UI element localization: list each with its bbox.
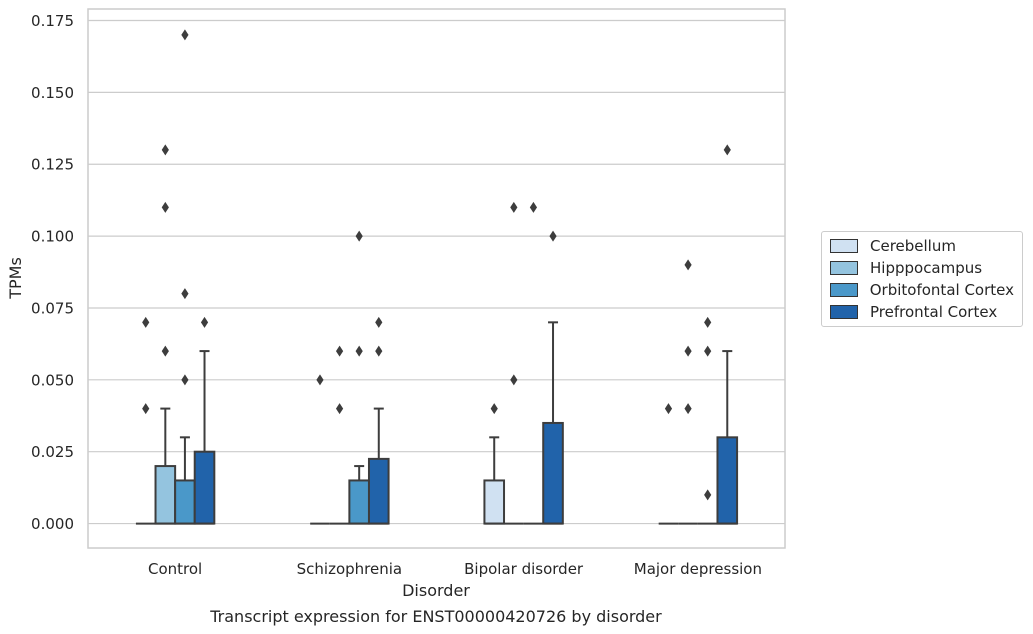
y-tick-label: 0.050 [31, 371, 74, 389]
outlier-point [181, 29, 189, 41]
outlier-point [704, 345, 712, 357]
outlier-point [375, 316, 383, 328]
box-body [542, 421, 564, 525]
y-tick-label: 0.100 [31, 228, 74, 246]
outlier-point [490, 403, 498, 415]
x-tick-label: Bipolar disorder [464, 560, 584, 578]
legend-swatch [830, 239, 858, 253]
outlier-point [142, 316, 150, 328]
legend-item-hippocampus: Hipppocampus [830, 257, 1014, 279]
outlier-point [510, 201, 518, 213]
legend-label: Orbitofontal Cortex [869, 281, 1014, 299]
box-orbitofontal-cortex-1 [348, 230, 370, 525]
y-tick-labels: 0.000 0.025 0.050 0.075 0.100 0.125 0.150 0.175 [31, 12, 74, 533]
x-axis-label: Disorder [402, 581, 470, 600]
legend-swatch [830, 261, 858, 275]
box-body [154, 465, 177, 525]
x-tick-label: Schizophrenia [297, 560, 402, 578]
y-tick-label: 0.075 [31, 299, 74, 317]
outlier-point [684, 259, 692, 271]
outlier-point [510, 374, 518, 386]
box-body [193, 450, 216, 525]
outlier-point [161, 144, 169, 156]
outlier-point [375, 345, 383, 357]
x-tick-label: Control [148, 560, 202, 578]
outlier-point [161, 345, 169, 357]
y-tick-label: 0.150 [31, 84, 74, 102]
box-orbitofontal-cortex-3 [697, 316, 718, 525]
outlier-point [181, 374, 189, 386]
x-tick-label: Major depression [634, 560, 762, 578]
outlier-point [335, 345, 344, 357]
box-cerebellum-2 [483, 403, 506, 525]
outlier-point [664, 403, 673, 415]
legend-swatch [830, 283, 858, 297]
outlier-point [529, 201, 538, 213]
box-hipppocampus-1 [329, 345, 350, 525]
box-body [174, 479, 196, 525]
box-hipppocampus-2 [504, 201, 524, 525]
y-axis-label: TPMs [6, 257, 25, 300]
outlier-point [355, 230, 363, 242]
legend-swatch [830, 305, 858, 319]
outlier-point [335, 403, 344, 415]
outlier-point [161, 201, 169, 213]
y-tick-label: 0.175 [31, 12, 74, 30]
legend-label: Cerebellum [870, 237, 956, 255]
outlier-point [200, 316, 209, 328]
outlier-point [142, 403, 150, 415]
chart-title: Transcript expression for ENST0000042072… [209, 607, 662, 626]
outlier-point [316, 374, 324, 386]
box-body [716, 436, 739, 525]
grid-lines [88, 19, 785, 525]
legend-item-orbitofrontal-cortex: Orbitofontal Cortex [830, 279, 1014, 301]
y-tick-label: 0.025 [31, 443, 74, 461]
box-cerebellum-3 [658, 403, 679, 525]
box-marks [135, 29, 739, 525]
legend-label: Prefrontal Cortex [870, 303, 998, 321]
box-orbitofontal-cortex-2 [523, 201, 544, 525]
outlier-point [549, 230, 557, 242]
box-body [483, 479, 506, 525]
legend-label: Hipppocampus [870, 259, 983, 277]
outlier-point [684, 345, 692, 357]
box-body [348, 479, 370, 525]
plot-area-frame [87, 8, 786, 549]
box-cerebellum-0 [135, 316, 156, 525]
box-prefrontal-cortex-3 [716, 144, 739, 525]
outlier-point [355, 345, 363, 357]
y-tick-label: 0.125 [31, 156, 74, 174]
box-hipppocampus-3 [678, 259, 698, 525]
box-prefrontal-cortex-2 [542, 230, 564, 525]
y-tick-label: 0.000 [31, 515, 74, 533]
box-hipppocampus-0 [154, 144, 177, 525]
legend-item-prefrontal-cortex: Prefrontal Cortex [830, 301, 1014, 323]
outlier-point [181, 288, 189, 300]
outlier-point [704, 316, 712, 328]
outlier-point [704, 489, 712, 501]
x-tick-labels: Control Schizophrenia Bipolar disorder Majo… [148, 560, 762, 578]
box-body [367, 457, 390, 525]
box-orbitofontal-cortex-0 [174, 29, 196, 525]
legend-item-cerebellum: Cerebellum [830, 235, 1014, 257]
outlier-point [684, 403, 692, 415]
box-prefrontal-cortex-1 [367, 316, 390, 525]
outlier-point [723, 144, 731, 156]
box-prefrontal-cortex-0 [193, 316, 216, 525]
legend: Cerebellum Hipppocampus Orbitofontal Cor… [821, 231, 1023, 327]
box-cerebellum-1 [310, 374, 330, 525]
